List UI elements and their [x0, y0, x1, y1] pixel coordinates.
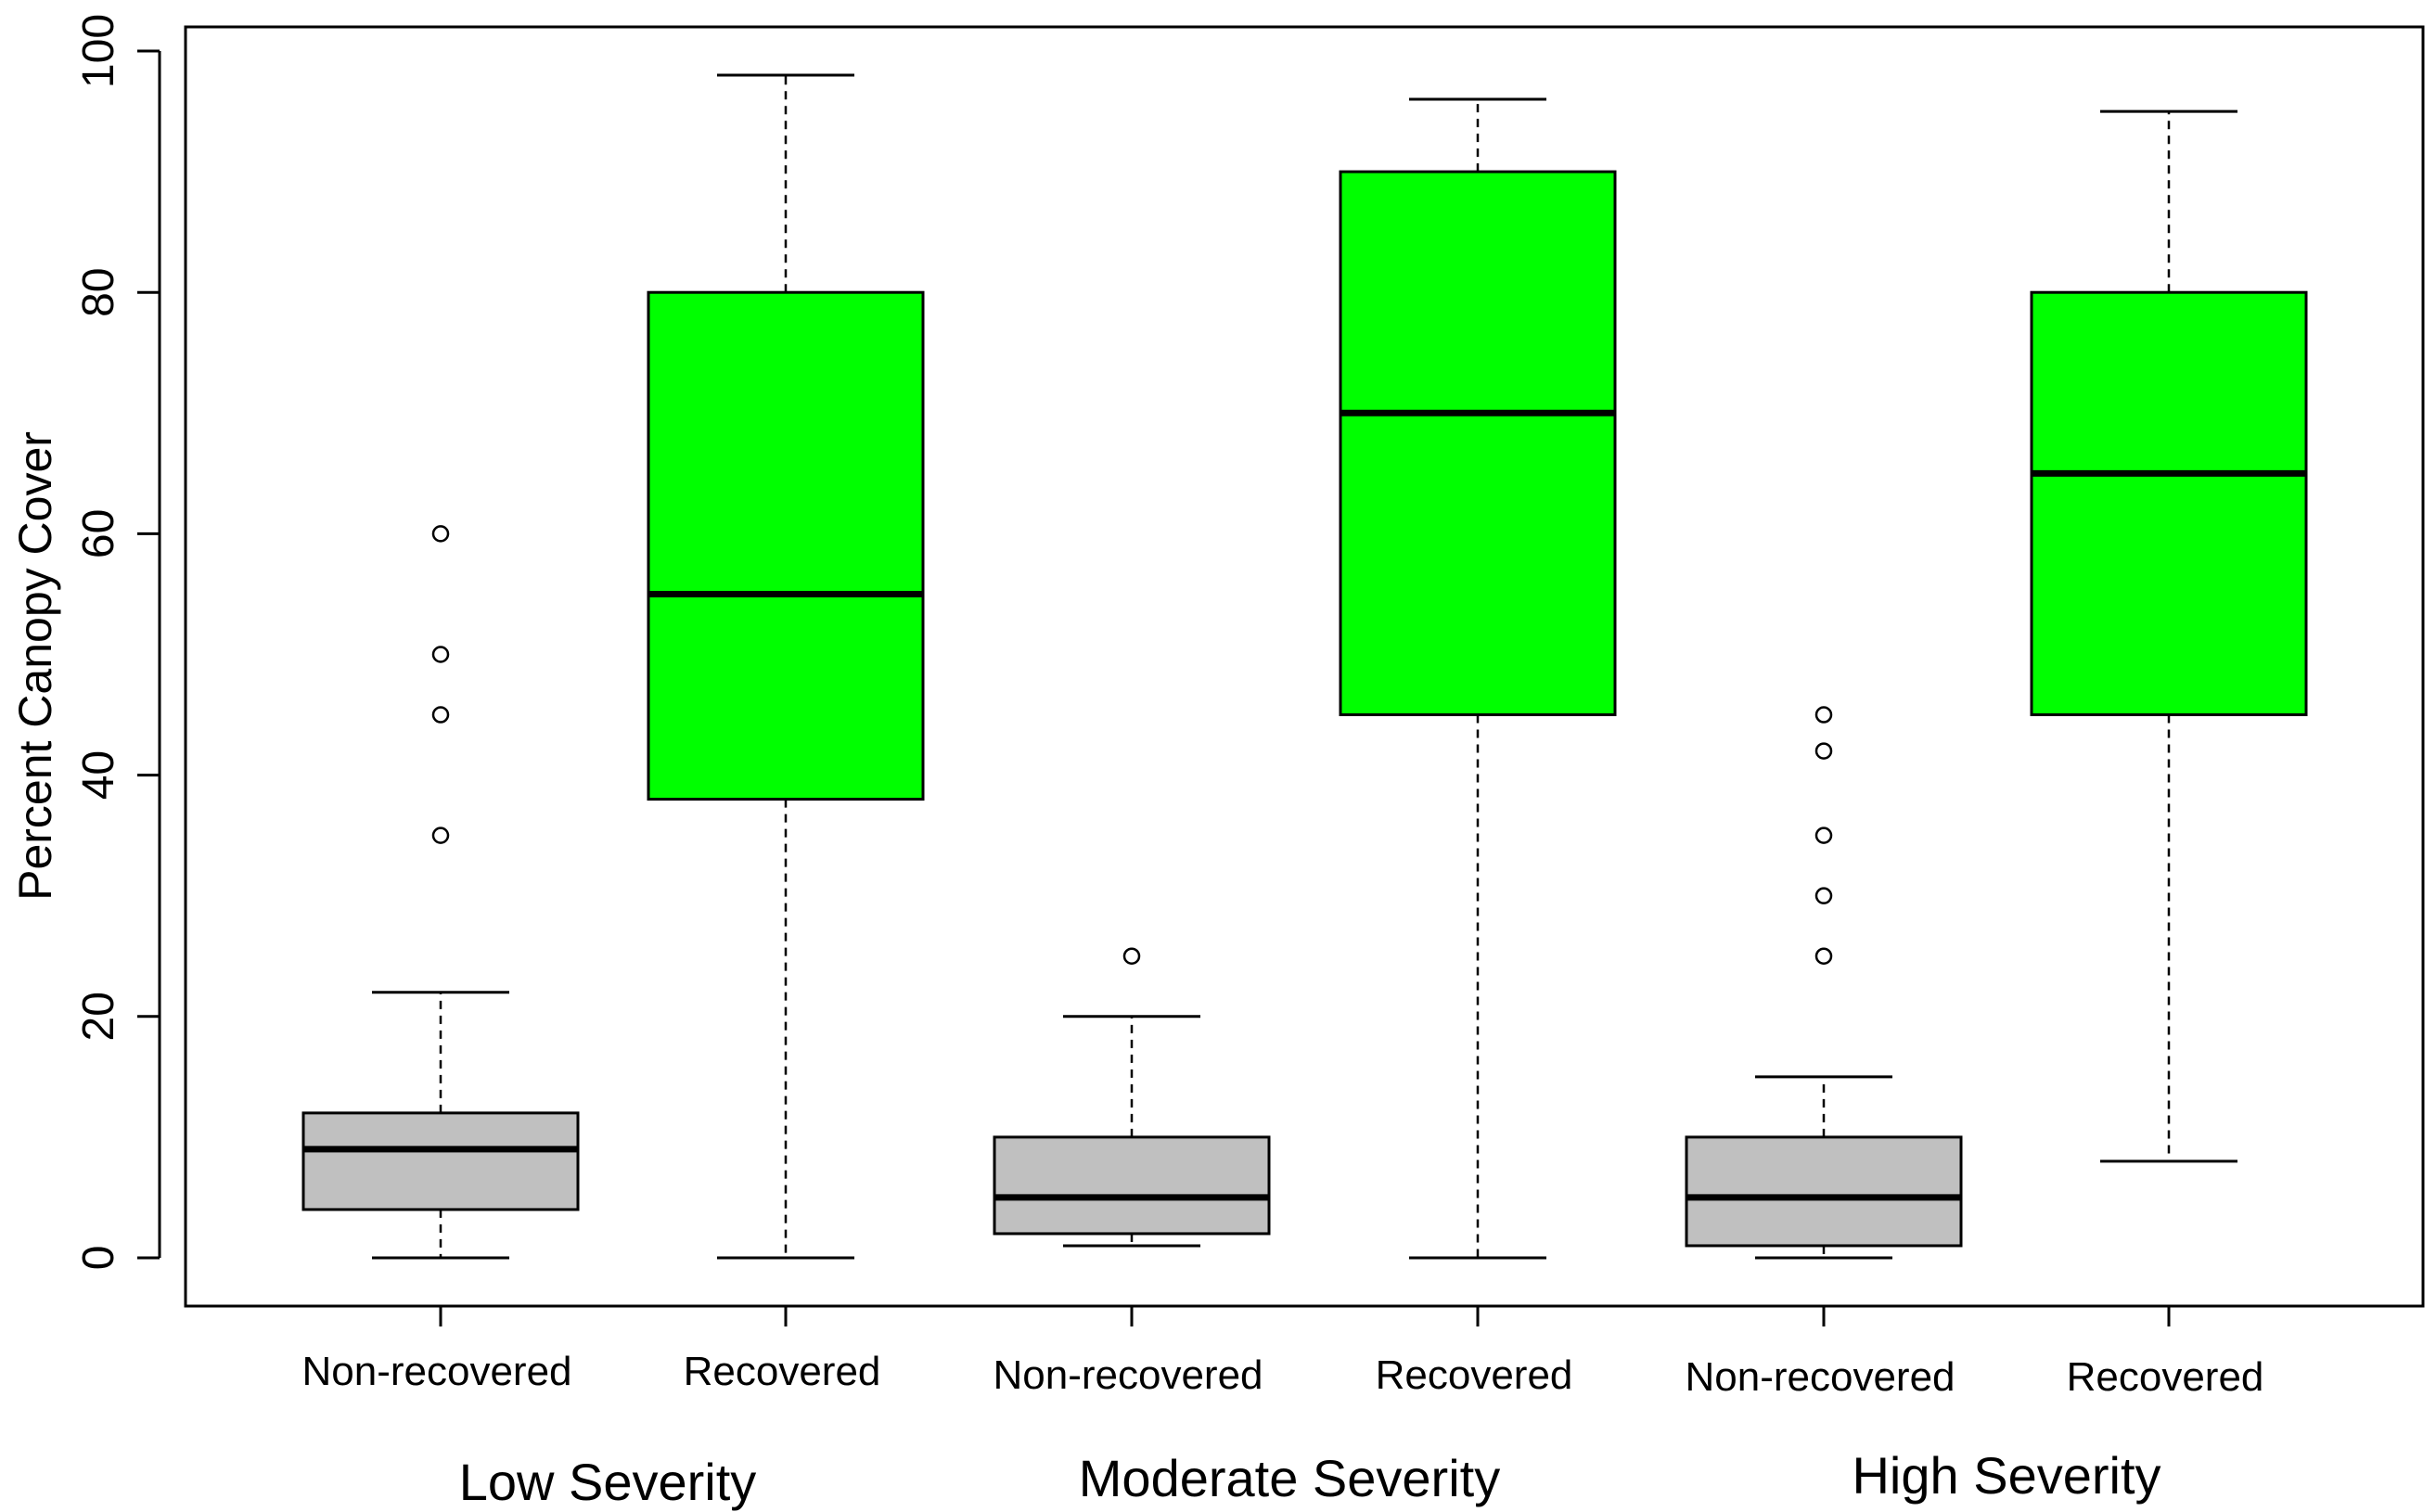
- iqr-box: [1685, 1135, 1963, 1248]
- boxes-layer: [301, 73, 2308, 1260]
- plot-frame: [184, 25, 2425, 1308]
- x-category-label: Non-recovered: [1685, 1354, 1955, 1400]
- y-tick-label: 80: [74, 268, 123, 317]
- x-category-label: Non-recovered: [993, 1352, 1263, 1398]
- y-tick-label: 40: [74, 750, 123, 800]
- iqr-box: [647, 290, 925, 801]
- iqr-box: [2030, 290, 2308, 717]
- iqr-box: [1339, 170, 1617, 717]
- box-recovered: [1339, 97, 1617, 1260]
- y-tick-label: 20: [74, 992, 123, 1041]
- y-tick-label: 100: [74, 14, 123, 88]
- outlier-point: [1814, 742, 1833, 760]
- box-recovered: [647, 73, 925, 1260]
- y-tick-label: 60: [74, 509, 123, 558]
- x-category-label: Recovered: [1376, 1352, 1573, 1398]
- outlier-point: [431, 826, 450, 844]
- x-category-label: Non-recovered: [301, 1349, 571, 1394]
- outlier-point: [1122, 947, 1141, 965]
- group-label: Moderate Severity: [1079, 1449, 1500, 1507]
- x-category-label: Recovered: [684, 1349, 881, 1394]
- outlier-point: [1814, 947, 1833, 965]
- box-recovered: [2030, 109, 2308, 1163]
- box-non-recovered: [1685, 706, 1963, 1260]
- y-tick-label: 0: [74, 1246, 123, 1271]
- y-axis: 0 20 40 60 80 100: [74, 14, 161, 1271]
- outlier-point: [431, 706, 450, 724]
- outlier-point: [1814, 887, 1833, 904]
- iqr-box: [301, 1111, 580, 1211]
- iqr-box: [993, 1135, 1271, 1236]
- x-category-label: Recovered: [2067, 1354, 2264, 1400]
- outlier-point: [1814, 706, 1833, 724]
- y-axis-title: Percent Canopy Cover: [9, 431, 61, 901]
- group-label: Low Severity: [459, 1453, 757, 1511]
- x-axis: Non-recovered Recovered Low Severity Non-re…: [301, 1306, 2263, 1511]
- box-non-recovered: [993, 947, 1271, 1248]
- box-non-recovered: [301, 525, 580, 1260]
- group-label: High Severity: [1852, 1446, 2160, 1505]
- outlier-point: [431, 525, 450, 543]
- outlier-point: [1814, 826, 1833, 844]
- outlier-point: [431, 646, 450, 663]
